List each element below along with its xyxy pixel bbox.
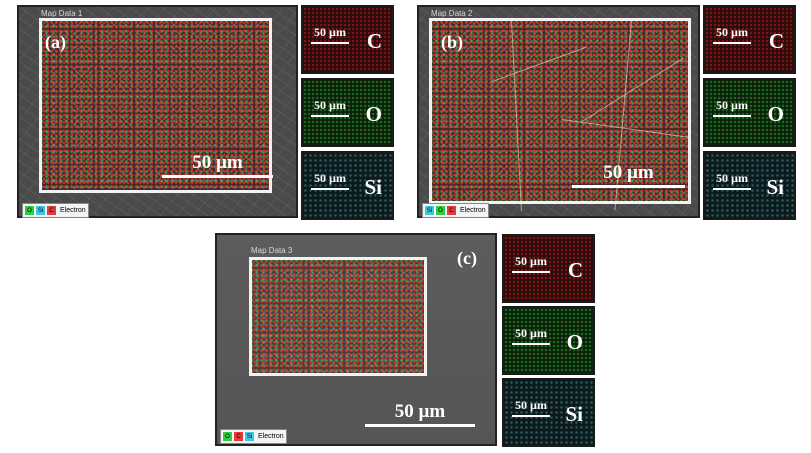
legend-chip-c: C [47, 206, 56, 215]
legend: O Si C Electron [22, 203, 89, 218]
tile-scale: 50 µm [713, 98, 751, 117]
element-label: O [365, 102, 382, 126]
panel-label: (c) [457, 248, 477, 268]
map-title: Map Data 1 [41, 9, 83, 18]
tile-scale-label: 50 µm [515, 326, 547, 340]
scale-bar-label: 50 µm [394, 401, 446, 422]
legend-chip-c: C [234, 432, 243, 441]
map-title: Map Data 2 [431, 9, 473, 18]
legend: Si O C Electron [422, 203, 489, 218]
legend: O C Si Electron [220, 429, 287, 444]
tile-scale-label: 50 µm [314, 98, 346, 112]
tile-scale-label: 50 µm [716, 98, 748, 112]
scale-bar-line [162, 175, 273, 178]
tile-scale: 50 µm [311, 25, 349, 44]
legend-chip-si: Si [425, 206, 434, 215]
tile-scale: 50 µm [512, 254, 550, 273]
scale-bar: 50 µm [572, 163, 685, 188]
map-panel-b: Map Data 2 (b) 50 µm Si O C Electron [417, 5, 700, 218]
tile-scale: 50 µm [713, 25, 751, 44]
tile-scale: 50 µm [311, 98, 349, 117]
element-tile-c: 50 µm C [502, 234, 595, 303]
panel-label: (b) [441, 32, 463, 52]
element-tile-c: 50 µm C [301, 5, 394, 74]
element-tile-c: 50 µm C [703, 5, 796, 74]
tile-scale-label: 50 µm [314, 171, 346, 185]
fiber [492, 46, 587, 82]
legend-electron: Electron [258, 433, 284, 440]
legend-electron: Electron [60, 207, 86, 214]
element-label: O [767, 102, 784, 126]
tile-scale-label: 50 µm [515, 398, 547, 412]
roi-box [429, 18, 691, 211]
scale-bar: 50 µm [162, 153, 273, 178]
legend-chip-o: O [223, 432, 232, 441]
panel-label: (a) [45, 32, 66, 52]
tile-scale: 50 µm [311, 171, 349, 190]
element-tile-o: 50 µm O [703, 78, 796, 147]
tile-scale: 50 µm [512, 326, 550, 345]
legend-chip-o: O [436, 206, 445, 215]
element-label: Si [364, 175, 382, 199]
scale-bar-label: 50 µm [192, 152, 243, 173]
tile-scale-label: 50 µm [314, 25, 346, 39]
legend-chip-si: Si [36, 206, 45, 215]
scale-bar: 50 µm [365, 402, 475, 427]
tile-scale-label: 50 µm [716, 25, 748, 39]
map-panel-c: Map Data 3 (c) 50 µm O C Si Electron [215, 233, 497, 446]
scale-bar-label: 50 µm [603, 162, 654, 183]
element-tile-o: 50 µm O [301, 78, 394, 147]
element-tile-si: 50 µm Si [301, 151, 394, 220]
legend-chip-o: O [25, 206, 34, 215]
roi-box [39, 18, 272, 193]
tile-scale: 50 µm [512, 398, 550, 417]
tile-scale-label: 50 µm [716, 171, 748, 185]
fiber [561, 119, 691, 139]
element-label: C [768, 29, 784, 53]
element-label: O [566, 330, 583, 354]
element-tile-si: 50 µm Si [502, 378, 595, 447]
scale-bar-line [365, 424, 475, 427]
scale-bar-line [572, 185, 685, 188]
fiber [511, 21, 522, 211]
element-label: Si [565, 402, 583, 426]
tile-scale: 50 µm [713, 171, 751, 190]
element-tile-si: 50 µm Si [703, 151, 796, 220]
element-label: Si [766, 175, 784, 199]
map-title: Map Data 3 [251, 246, 293, 255]
legend-chip-c: C [447, 206, 456, 215]
fiber [582, 57, 685, 122]
legend-electron: Electron [460, 207, 486, 214]
roi-box [249, 257, 427, 376]
tile-scale-label: 50 µm [515, 254, 547, 268]
legend-chip-si: Si [245, 432, 254, 441]
map-panel-a: Map Data 1 (a) 50 µm O Si C Electron [17, 5, 298, 218]
element-label: C [567, 258, 583, 282]
element-label: C [366, 29, 382, 53]
element-tile-o: 50 µm O [502, 306, 595, 375]
